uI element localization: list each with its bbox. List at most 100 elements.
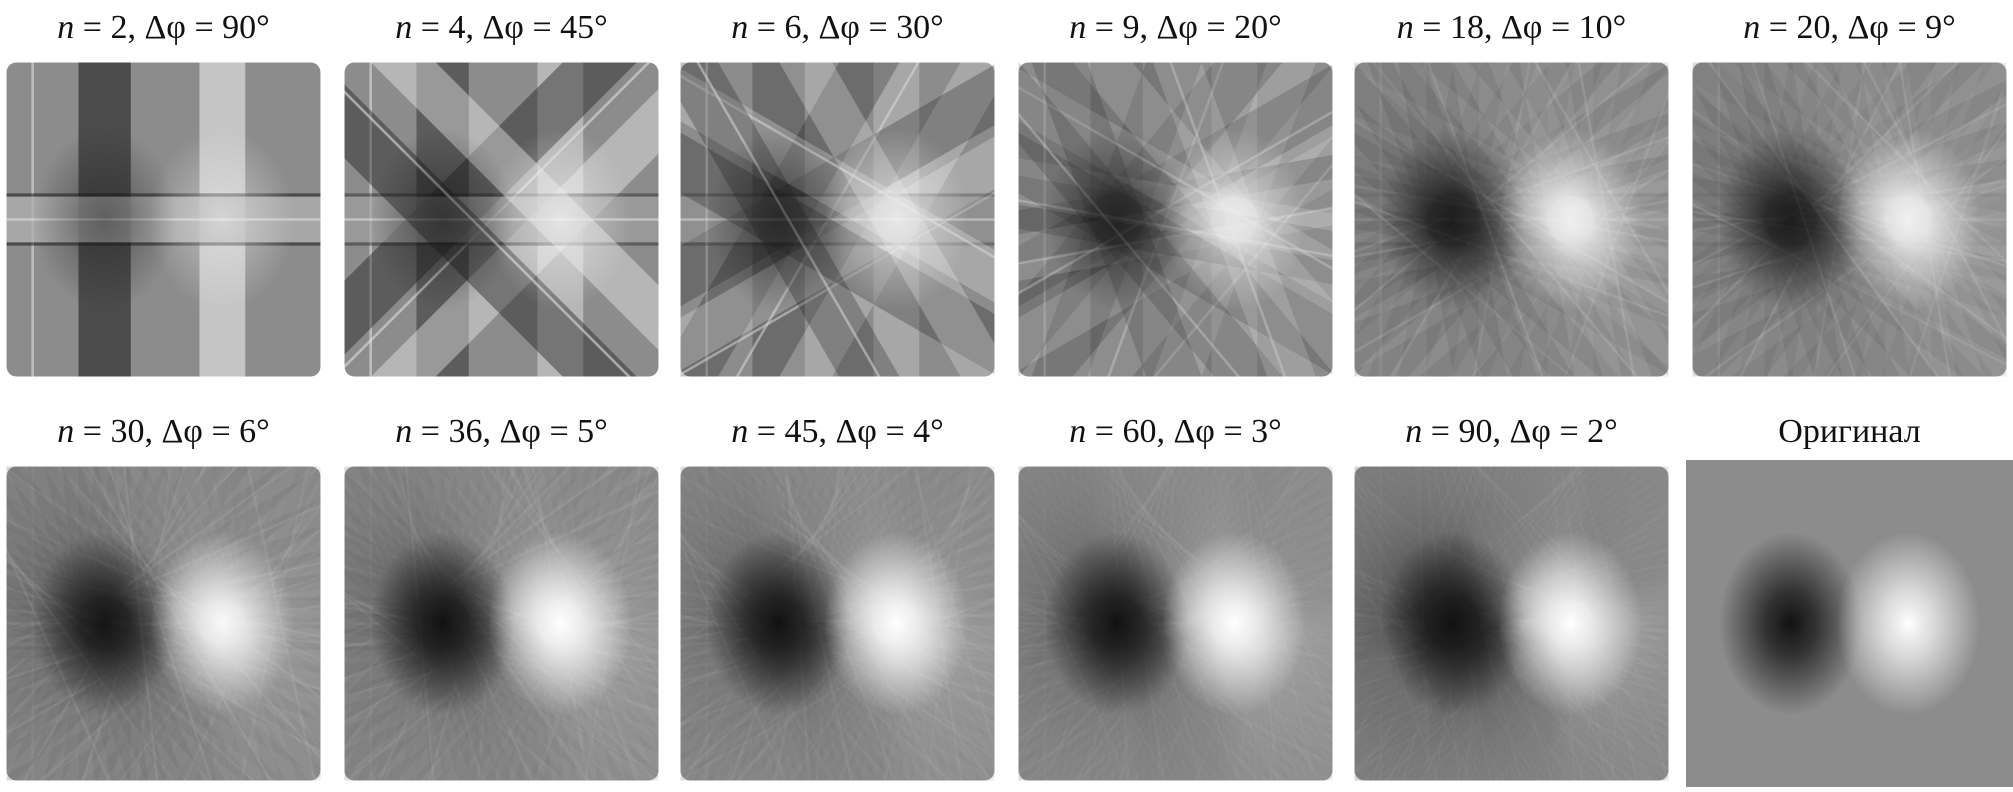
panel-image — [1018, 466, 1333, 781]
n-symbol: n — [1396, 9, 1414, 46]
n-symbol: n — [1069, 413, 1087, 450]
panel-label: n = 18, Δφ = 10° — [1396, 9, 1627, 46]
n-symbol: n — [731, 413, 749, 450]
n-value: 9 — [1122, 9, 1140, 46]
bright-blob — [150, 531, 295, 716]
dark-blob — [1380, 127, 1525, 312]
dphi-value: 4° — [913, 413, 944, 450]
dark-blob — [706, 127, 851, 312]
bright-blob — [1498, 127, 1643, 312]
panel-label: n = 90, Δφ = 2° — [1405, 413, 1618, 450]
n-value: 18 — [1449, 9, 1484, 46]
panel-n-36: n = 36, Δφ = 5° — [338, 404, 665, 787]
panel-label: n = 9, Δφ = 20° — [1069, 9, 1282, 46]
panel-label: n = 45, Δφ = 4° — [731, 413, 944, 450]
n-symbol: n — [395, 9, 413, 46]
dphi-symbol: Δφ — [1156, 9, 1198, 46]
panel-label: n = 36, Δφ = 5° — [395, 413, 608, 450]
dphi-symbol: Δφ — [499, 413, 541, 450]
n-value: 36 — [448, 413, 483, 450]
bright-blob — [488, 531, 633, 716]
dark-blob — [1380, 531, 1525, 716]
n-symbol: n — [1069, 9, 1087, 46]
streak-artifact — [1098, 466, 1333, 701]
panel-label: n = 6, Δφ = 30° — [731, 9, 944, 46]
n-value: 60 — [1122, 413, 1157, 450]
n-symbol: n — [731, 9, 749, 46]
panel-image — [1686, 460, 2013, 787]
dphi-value: 6° — [239, 413, 270, 450]
dphi-symbol: Δφ — [818, 9, 860, 46]
bright-blob — [1836, 531, 1981, 716]
panel-image — [344, 466, 659, 781]
dphi-value: 45° — [560, 9, 608, 46]
streak-artifact — [1379, 62, 1383, 377]
panel-n-90: n = 90, Δφ = 2° — [1348, 404, 1675, 787]
n-value: 90 — [1458, 413, 1493, 450]
n-symbol: n — [1743, 9, 1761, 46]
n-symbol: n — [1405, 413, 1423, 450]
dark-blob — [32, 531, 177, 716]
bright-blob — [1162, 531, 1307, 716]
streak-artifact — [1469, 139, 1669, 377]
panel-label: n = 60, Δφ = 3° — [1069, 413, 1282, 450]
dphi-symbol: Δφ — [1173, 413, 1215, 450]
n-symbol: n — [395, 413, 413, 450]
dark-blob — [1044, 127, 1189, 312]
bright-blob — [1498, 531, 1643, 716]
dphi-symbol: Δφ — [144, 9, 186, 46]
panel-n-4: n = 4, Δφ = 45° — [338, 0, 665, 383]
dphi-symbol: Δφ — [835, 413, 877, 450]
n-value: 6 — [784, 9, 802, 46]
panel-image — [1692, 62, 2007, 377]
panel-image — [680, 466, 995, 781]
streak-artifact — [1043, 62, 1047, 377]
panel-n-2: n = 2, Δφ = 90° — [0, 0, 327, 383]
panel-image — [1354, 62, 1669, 377]
bright-blob — [824, 127, 969, 312]
dark-blob — [370, 127, 515, 312]
n-value: 2 — [110, 9, 128, 46]
panel-label: n = 2, Δφ = 90° — [57, 9, 270, 46]
panel-label: n = 30, Δφ = 6° — [57, 413, 270, 450]
panel-label: n = 20, Δφ = 9° — [1743, 9, 1956, 46]
dphi-value: 3° — [1251, 413, 1282, 450]
dphi-value: 9° — [1925, 9, 1956, 46]
dark-blob — [32, 127, 177, 312]
streak-artifact — [39, 527, 321, 781]
dphi-symbol: Δφ — [1500, 9, 1543, 46]
dphi-symbol: Δφ — [161, 413, 203, 450]
panel-n-9: n = 9, Δφ = 20° — [1012, 0, 1339, 383]
dphi-symbol: Δφ — [1847, 9, 1889, 46]
bright-blob — [1836, 127, 1981, 312]
streak-artifact — [344, 466, 545, 752]
streak-artifact — [485, 466, 659, 673]
panel-image — [1018, 62, 1333, 377]
dark-blob — [1718, 531, 1863, 716]
panel-n-20: n = 20, Δφ = 9° — [1686, 0, 2013, 383]
panel-title: Оригинал — [1778, 413, 1921, 450]
streak-artifact — [6, 549, 175, 781]
streak-artifact — [1074, 571, 1333, 781]
panel-image — [344, 62, 659, 377]
streak-artifact — [1805, 62, 2007, 264]
n-value: 45 — [784, 413, 819, 450]
n-value: 30 — [110, 413, 145, 450]
panel-original: Оригинал — [1686, 404, 2013, 787]
dark-blob — [370, 531, 515, 716]
dphi-value: 5° — [577, 413, 608, 450]
dphi-value: 30° — [896, 9, 944, 46]
dphi-value: 2° — [1587, 413, 1618, 450]
panel-n-6: n = 6, Δφ = 30° — [674, 0, 1001, 383]
panel-n-60: n = 60, Δφ = 3° — [1012, 404, 1339, 787]
streak-artifact — [369, 466, 373, 781]
dark-blob — [1718, 127, 1863, 312]
streak-artifact — [1717, 62, 1721, 377]
streak-artifact — [1247, 466, 1333, 729]
panel-image — [6, 466, 321, 781]
panel-n-45: n = 45, Δφ = 4° — [674, 404, 1001, 787]
n-value: 20 — [1796, 9, 1831, 46]
panel-label: Оригинал — [1686, 404, 2013, 460]
dphi-value: 20° — [1234, 9, 1282, 46]
